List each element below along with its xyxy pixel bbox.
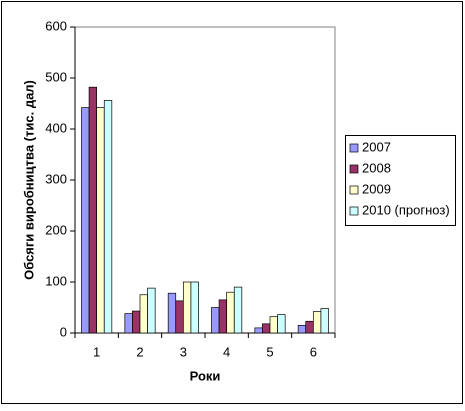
- legend: [345, 135, 456, 226]
- legend-swatch: [349, 164, 359, 174]
- plot-area: [74, 26, 336, 334]
- y-tick-label: 200: [45, 222, 67, 237]
- y-tick-label: 0: [60, 324, 67, 339]
- bar: [226, 291, 235, 334]
- legend-label: 2009: [362, 181, 391, 196]
- legend-swatch: [349, 206, 359, 216]
- x-tick-label: 6: [310, 344, 317, 359]
- bar: [297, 325, 307, 334]
- x-tick-label: 1: [93, 344, 100, 359]
- bar: [88, 86, 98, 334]
- bar: [233, 286, 243, 334]
- y-tick-label: 400: [45, 120, 67, 135]
- bar: [103, 100, 113, 334]
- bar: [305, 320, 314, 334]
- bar: [175, 300, 184, 334]
- bar: [190, 281, 199, 334]
- x-tick-label: 5: [266, 344, 273, 359]
- bar: [218, 299, 228, 334]
- bar: [147, 287, 156, 334]
- legend-swatch: [349, 185, 359, 195]
- legend-label: 2008: [362, 160, 391, 175]
- y-tick-label: 500: [45, 69, 67, 84]
- legend-swatch: [349, 143, 359, 153]
- bar: [81, 107, 90, 334]
- y-axis-title: Обсяги виробництва (тис. дал): [21, 80, 36, 280]
- bar: [269, 316, 278, 334]
- y-tick-label: 300: [45, 171, 67, 186]
- x-axis-title: Роки: [190, 368, 221, 383]
- legend-label: 2010 (прогноз): [362, 202, 450, 217]
- y-tick-label: 100: [45, 273, 67, 288]
- y-tick-label: 600: [45, 18, 67, 33]
- bar: [167, 292, 177, 334]
- legend-label: 2007: [362, 139, 391, 154]
- bar: [277, 314, 286, 334]
- bar: [320, 308, 329, 334]
- bar: [124, 313, 133, 334]
- bar: [139, 294, 148, 334]
- bar: [254, 327, 263, 334]
- bar: [182, 281, 192, 334]
- bar: [262, 323, 271, 334]
- bar: [312, 311, 322, 334]
- bar: [132, 310, 141, 334]
- bar: [96, 107, 105, 334]
- x-tick-label: 2: [136, 344, 143, 359]
- x-tick-label: 3: [180, 344, 187, 359]
- x-tick-label: 4: [223, 344, 230, 359]
- bar: [211, 307, 220, 334]
